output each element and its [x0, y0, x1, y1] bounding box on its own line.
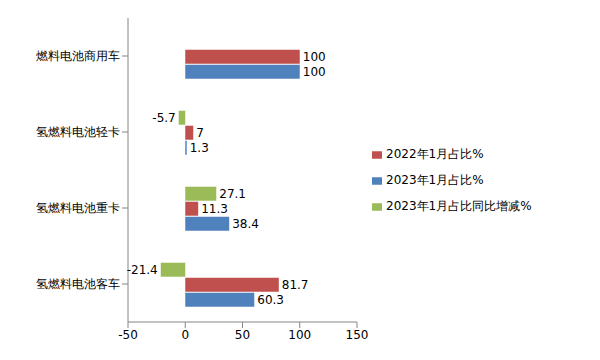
svg-text:-50: -50: [118, 328, 138, 342]
svg-text:60.3: 60.3: [257, 293, 284, 307]
svg-text:1.3: 1.3: [190, 141, 209, 155]
svg-text:27.1: 27.1: [219, 187, 246, 201]
svg-text:7: 7: [196, 126, 204, 140]
svg-text:0: 0: [181, 328, 189, 342]
svg-text:150: 150: [346, 328, 369, 342]
svg-text:100: 100: [303, 50, 326, 64]
html-text:2022年1月占比%: 2022年1月占比%: [386, 147, 484, 161]
html-text:2023年1月占比同比增减%: 2023年1月占比同比增减%: [386, 199, 532, 213]
svg-text:氢燃料电池客车: 氢燃料电池客车: [36, 277, 120, 291]
svg-text:81.7: 81.7: [282, 278, 309, 292]
svg-text:100: 100: [303, 65, 326, 79]
svg-text:-21.4: -21.4: [127, 263, 158, 277]
svg-text:50: 50: [235, 328, 250, 342]
svg-text:11.3: 11.3: [201, 202, 228, 216]
svg-text:氢燃料电池轻卡: 氢燃料电池轻卡: [36, 125, 120, 139]
svg-text:氢燃料电池重卡: 氢燃料电池重卡: [36, 201, 120, 215]
html-text:2023年1月占比%: 2023年1月占比%: [386, 173, 484, 187]
svg-text:38.4: 38.4: [232, 217, 259, 231]
svg-text:燃料电池商用车: 燃料电池商用车: [36, 49, 120, 63]
svg-text:-5.7: -5.7: [152, 111, 175, 125]
svg-text:100: 100: [288, 328, 311, 342]
